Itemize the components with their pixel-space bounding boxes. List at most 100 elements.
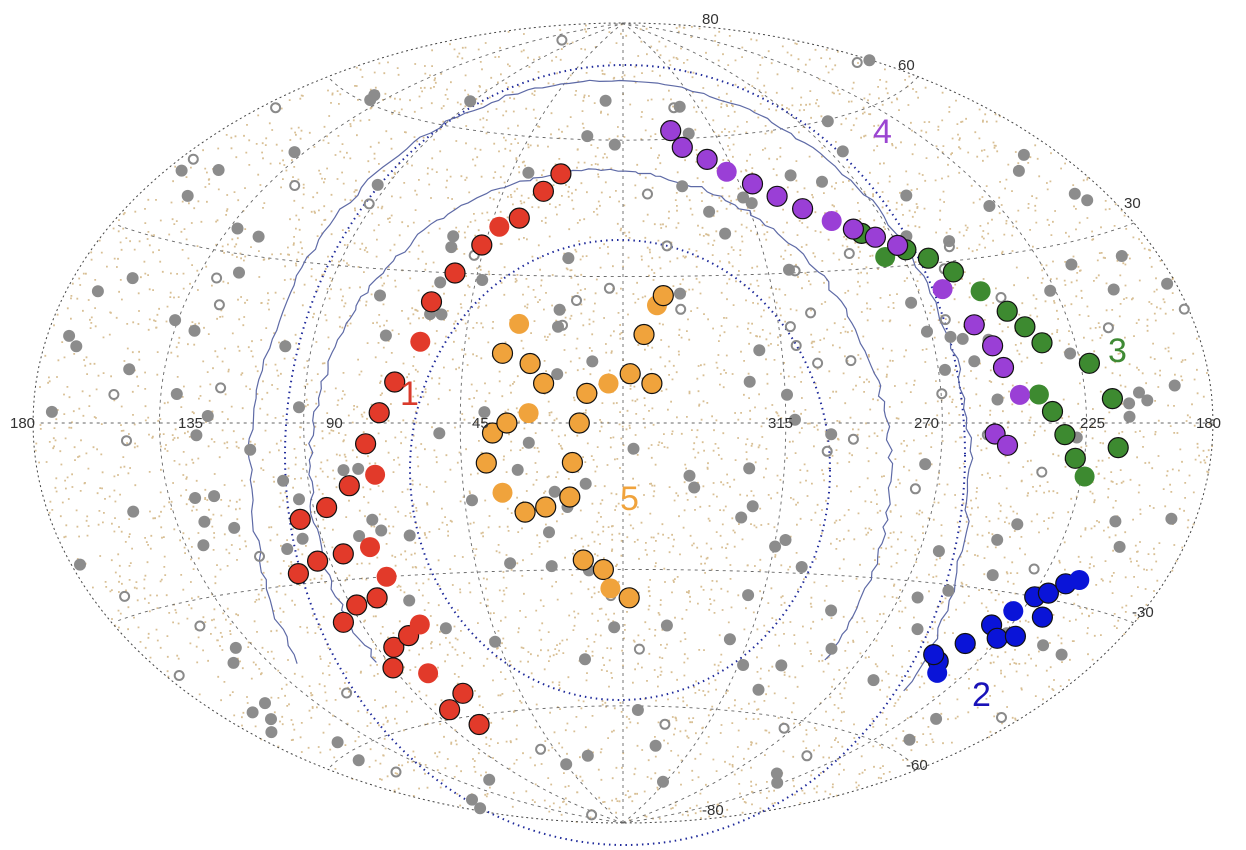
group-1-point (307, 550, 329, 572)
gray-source (352, 462, 365, 475)
group-1-point (508, 207, 530, 229)
gray-source (403, 594, 416, 607)
gray-source (939, 363, 951, 376)
gray-sources-layer (45, 34, 1190, 821)
group-4-point (791, 198, 814, 220)
gray-source (795, 561, 808, 573)
gray-source (296, 532, 309, 545)
gray-open-source (556, 34, 568, 46)
group-3-point (1107, 437, 1129, 459)
gray-source (1064, 347, 1077, 360)
group-1-point (444, 262, 466, 284)
group-4-point (996, 434, 1019, 456)
gray-source (188, 324, 201, 337)
group-5-point (633, 323, 655, 346)
gray-open-source (789, 265, 801, 277)
gray-source (956, 332, 969, 345)
group-5-point (532, 372, 555, 394)
gray-source (126, 272, 139, 285)
gray-source (753, 344, 766, 357)
gray-source (743, 375, 756, 388)
gray-source (746, 500, 759, 513)
gray-open-source (390, 766, 402, 778)
group-5-point (518, 403, 539, 424)
gray-source (1168, 379, 1181, 392)
group-2-point (1031, 606, 1054, 628)
gray-source (631, 704, 644, 716)
y-tick-label: 60 (898, 57, 915, 74)
gray-source (742, 589, 755, 602)
gray-source (466, 494, 478, 507)
group-1-point (346, 594, 368, 616)
group-5-points (475, 285, 674, 609)
group-5-point (618, 587, 640, 609)
gray-open-source (851, 57, 863, 68)
y-tick-label: -30 (1132, 604, 1154, 621)
gray-source (281, 543, 294, 555)
group-5-point (592, 558, 615, 581)
gray-source (944, 330, 957, 343)
gray-source (863, 54, 876, 67)
group-4-point (766, 185, 788, 207)
gray-source (545, 560, 558, 573)
group-1-point (471, 234, 493, 256)
gray-open-source (996, 712, 1007, 723)
gray-source (552, 320, 564, 333)
gray-source (91, 285, 104, 298)
group-4-point (660, 120, 682, 142)
gray-source (1017, 148, 1030, 161)
gray-source (991, 393, 1004, 406)
gray-source (522, 166, 535, 179)
group-4-point (1009, 384, 1030, 405)
meridian-line (303, 22, 624, 824)
group-5-point (652, 285, 674, 307)
gray-source (930, 712, 943, 725)
gray-open-source (943, 241, 955, 253)
gray-source (660, 619, 673, 632)
dotted-circle-outer (284, 64, 966, 846)
group-5-point (561, 451, 584, 474)
group-3-point (1054, 424, 1076, 446)
group-5-point (519, 352, 541, 375)
parallel-line (115, 568, 1134, 624)
gray-source (1109, 515, 1122, 528)
plane-contour-outer (247, 79, 974, 692)
gray-source (1068, 187, 1081, 200)
group-3-points (850, 222, 1129, 487)
gray-source (942, 584, 955, 597)
gray-source (353, 530, 366, 542)
group-1-point (532, 180, 555, 202)
group-5-point (576, 382, 598, 404)
y-tick-label: 80 (702, 11, 719, 28)
group-1-point (289, 508, 311, 531)
gray-source (775, 659, 788, 672)
x-tick-label: 225 (1080, 415, 1105, 432)
x-tick-label: 315 (768, 415, 793, 432)
gray-source (197, 539, 210, 552)
gray-source (789, 413, 801, 426)
group-1-point (366, 587, 388, 609)
group-2-points (923, 570, 1090, 683)
gray-source (627, 442, 640, 455)
gray-source (581, 130, 594, 143)
group-4-point (821, 211, 842, 231)
gray-source (821, 115, 834, 128)
gray-source (175, 164, 188, 177)
gray-source (1161, 277, 1174, 290)
gray-source (1044, 284, 1057, 297)
group-2-point (1037, 582, 1060, 604)
gray-source (1123, 397, 1136, 410)
gray-open-source (108, 389, 120, 400)
gray-source (784, 169, 797, 182)
gray-source (352, 754, 365, 767)
gray-source (252, 230, 265, 243)
gray-source (825, 604, 838, 617)
gray-source (127, 505, 140, 518)
gray-source (553, 303, 566, 316)
group-1-point (382, 657, 404, 679)
gray-open-source (535, 743, 547, 755)
gray-open-source (790, 340, 802, 351)
parallel-line (328, 76, 919, 141)
